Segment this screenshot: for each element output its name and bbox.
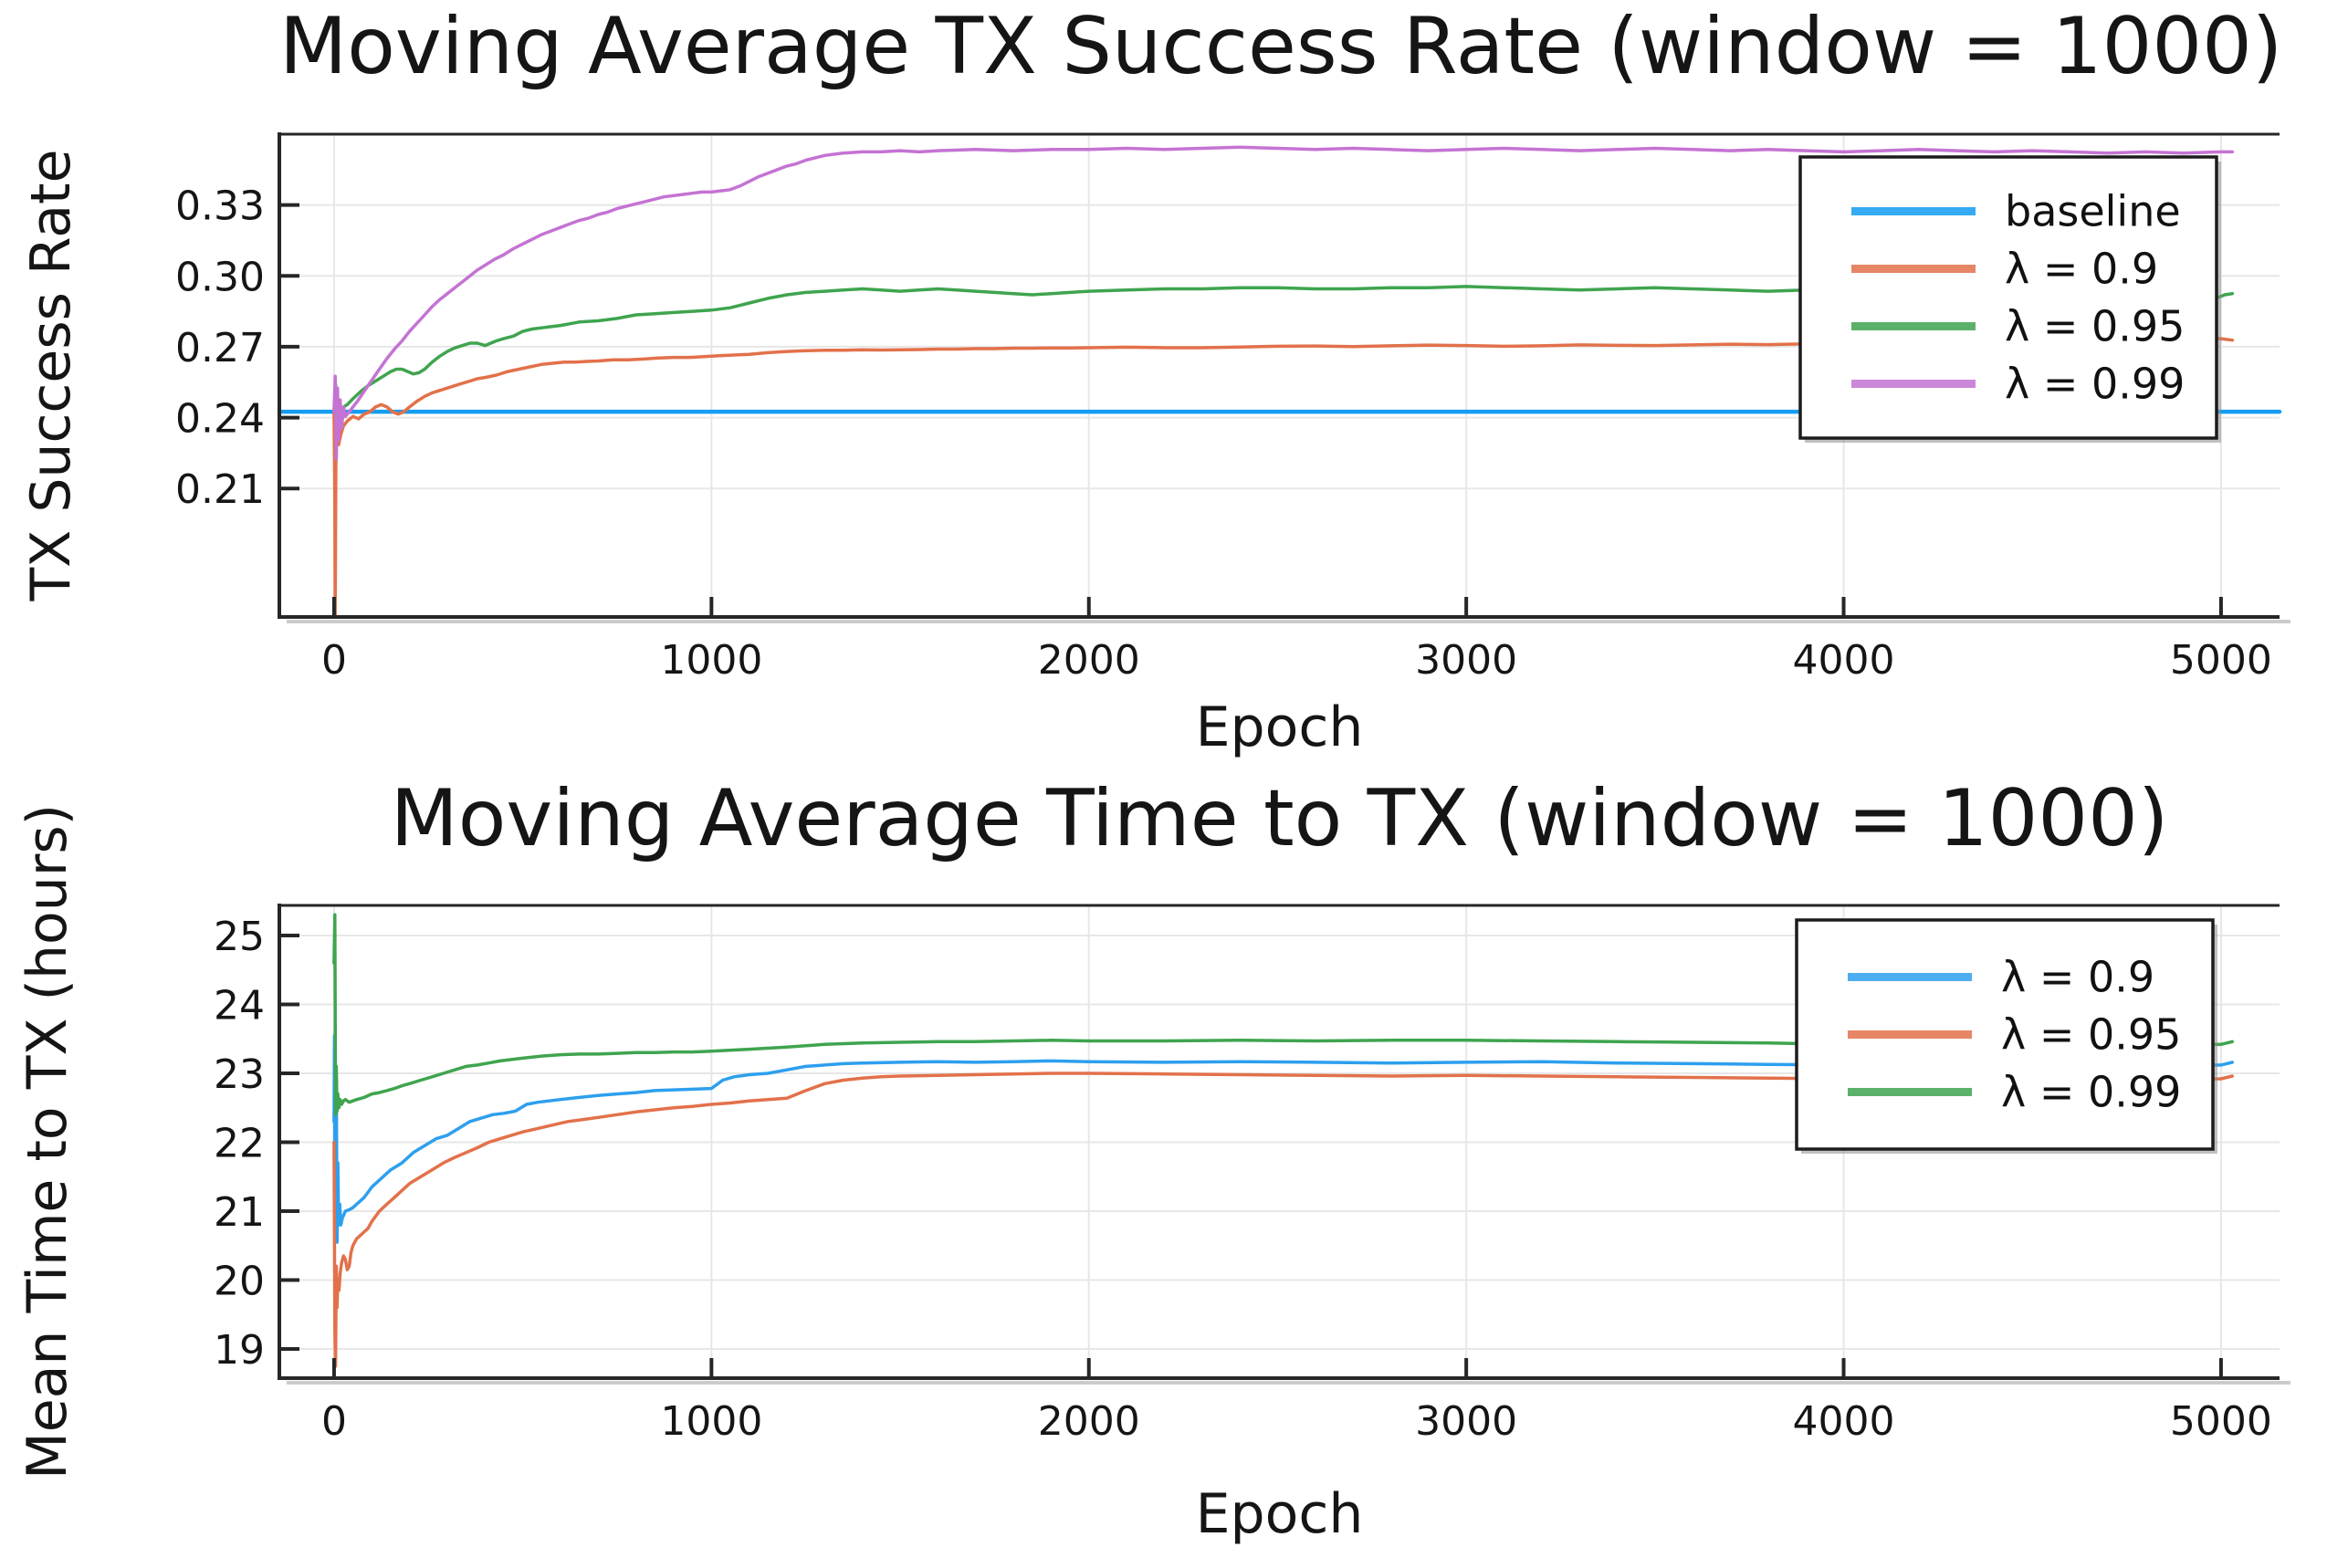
y-tick-label: 20 (214, 1258, 265, 1304)
y-tick-label: 25 (214, 914, 265, 960)
y-tick-label: 0.24 (175, 396, 265, 443)
x-tick-label: 5000 (2170, 637, 2272, 684)
series-line-lambda-0-99 (332, 145, 2235, 461)
y-tick-label: 0.27 (175, 325, 265, 371)
chart-title-success-rate: Moving Average TX Success Rate (window =… (279, 1, 2283, 92)
legend-label-lambda-0-99: λ = 0.99 (2005, 360, 2185, 409)
y-tick-label: 21 (214, 1189, 265, 1236)
x-tick-label: 1000 (660, 1398, 762, 1445)
y-tick-label: 24 (214, 982, 265, 1029)
y-tick-label: 19 (214, 1327, 265, 1374)
legend-label-lambda-0-9: λ = 0.9 (2001, 953, 2154, 1002)
x-tick-label: 4000 (1793, 637, 1895, 684)
x-tick-label: 4000 (1793, 1398, 1895, 1445)
x-tick-label: 0 (321, 637, 347, 684)
legend-box (1798, 155, 2218, 440)
y-axis-label-time-to-tx: Mean Time to TX (hours) (16, 803, 79, 1480)
series-line-lambda-0-95 (332, 1071, 2235, 1368)
y-tick-label: 0.33 (175, 183, 265, 230)
x-tick-label: 1000 (660, 637, 762, 684)
series-line-lambda-0-95 (332, 285, 2235, 425)
x-axis-label-epoch-top: Epoch (1195, 695, 1364, 759)
x-axis-label-epoch-bottom: Epoch (1195, 1482, 1364, 1546)
x-tick-label: 5000 (2170, 1398, 2272, 1445)
series-line-lambda-0-9 (332, 1033, 2235, 1244)
x-tick-label: 2000 (1038, 637, 1140, 684)
y-axis-label-success-rate: TX Success Rate (19, 149, 83, 601)
x-tick-label: 0 (321, 1398, 347, 1445)
legend-label-lambda-0-95: λ = 0.95 (2005, 302, 2185, 351)
legend-label-lambda-0-99: λ = 0.99 (2001, 1068, 2181, 1117)
x-tick-label: 3000 (1415, 1398, 1517, 1445)
y-tick-label: 23 (214, 1051, 265, 1098)
legend-label-baseline: baseline (2005, 187, 2181, 236)
x-tick-label: 2000 (1038, 1398, 1140, 1445)
y-tick-label: 22 (214, 1120, 265, 1166)
chart-title-time-to-tx: Moving Average Time to TX (window = 1000… (390, 773, 2169, 864)
x-tick-label: 3000 (1415, 637, 1517, 684)
legend-label-lambda-0-9: λ = 0.9 (2005, 245, 2158, 294)
y-tick-label: 0.30 (175, 254, 265, 300)
series-line-lambda-0-9 (332, 336, 2235, 618)
series-line-lambda-0-99 (332, 913, 2235, 1117)
legend-label-lambda-0-95: λ = 0.95 (2001, 1010, 2181, 1060)
y-tick-label: 0.21 (175, 466, 265, 513)
